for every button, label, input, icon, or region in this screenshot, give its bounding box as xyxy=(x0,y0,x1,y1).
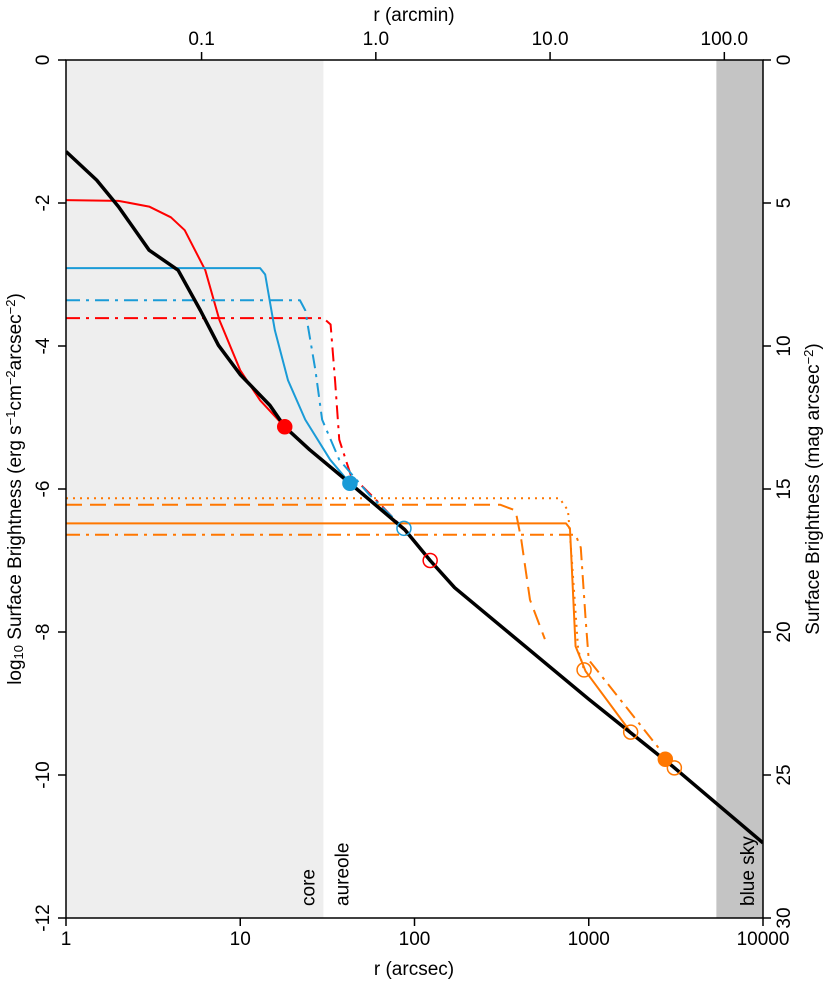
data-point xyxy=(666,760,683,776)
y2-tick-label: 25 xyxy=(774,764,795,785)
axis-label-part: Surface Brightness (mag arcsec xyxy=(803,364,824,634)
data-line xyxy=(66,522,632,733)
axis-label-part: −2 xyxy=(3,370,18,385)
x2-tick-label: 1.0 xyxy=(363,29,389,50)
y-tick-label: -10 xyxy=(33,761,54,788)
data-line xyxy=(66,150,763,845)
lines xyxy=(66,150,763,845)
axis-label-part: log xyxy=(5,659,26,684)
x-tick-label: 1000 xyxy=(568,929,610,950)
y2-tick-label: 5 xyxy=(774,198,795,209)
data-point xyxy=(622,724,639,740)
data-line xyxy=(66,503,546,640)
x2-tick-label: 10.0 xyxy=(532,29,569,50)
data-line xyxy=(66,267,351,484)
data-point xyxy=(276,419,293,435)
axis-label-part: 10 xyxy=(11,645,26,659)
axis-label-part: −2 xyxy=(801,350,816,365)
data-line xyxy=(66,299,405,530)
y-tick-label: -4 xyxy=(33,337,54,354)
y-tick-label: -2 xyxy=(33,195,54,212)
region-label: blue sky xyxy=(738,836,759,906)
x2-axis-label: r (arcmin) xyxy=(373,5,454,26)
y2-tick-label: 20 xyxy=(774,621,795,642)
y2-tick-label: 30 xyxy=(774,907,795,928)
y2-tick-label: 0 xyxy=(774,55,795,66)
axis-label-part: cm xyxy=(5,385,26,410)
x2-tick-label: 0.1 xyxy=(188,29,214,50)
x-tick-label: 100 xyxy=(399,929,431,950)
x-axis-label: r (arcsec) xyxy=(374,959,454,980)
y2-axis-label: Surface Brightness (mag arcsec−2) xyxy=(801,343,824,635)
y2-tick-label: 15 xyxy=(774,478,795,499)
x-tick-label: 10000 xyxy=(737,929,790,950)
y-tick-label: 0 xyxy=(33,55,54,66)
data-point xyxy=(576,662,592,678)
region-label: core xyxy=(298,869,319,906)
y2-tick-label: 10 xyxy=(774,335,795,356)
y-tick-label: -12 xyxy=(33,904,54,931)
y-tick-label: -8 xyxy=(33,624,54,641)
axis-label-part: Surface Brightness (erg s xyxy=(5,425,26,645)
axis-label-part: −1 xyxy=(3,410,18,425)
axis-label-part: ) xyxy=(803,343,824,349)
x-tick-label: 1 xyxy=(61,929,72,950)
data-line xyxy=(66,533,676,769)
data-point xyxy=(342,475,358,492)
axis-label-part: −2 xyxy=(3,300,18,315)
shaded-region xyxy=(716,60,763,918)
data-point xyxy=(396,520,412,537)
data-point xyxy=(422,552,438,569)
data-point xyxy=(657,751,674,768)
axis-label-part: ) xyxy=(5,293,26,299)
y-tick-label: -6 xyxy=(33,481,54,498)
regions: core aureole blue sky xyxy=(66,60,763,918)
shaded-region xyxy=(66,60,324,918)
x-tick-label: 10 xyxy=(230,929,251,950)
axis-label-part: arcsec xyxy=(5,314,26,370)
region-label: aureole xyxy=(332,843,353,906)
y-axis-label: log10 Surface Brightness (erg s−1cm−2arc… xyxy=(3,293,26,685)
x2-tick-label: 100.0 xyxy=(701,29,749,50)
